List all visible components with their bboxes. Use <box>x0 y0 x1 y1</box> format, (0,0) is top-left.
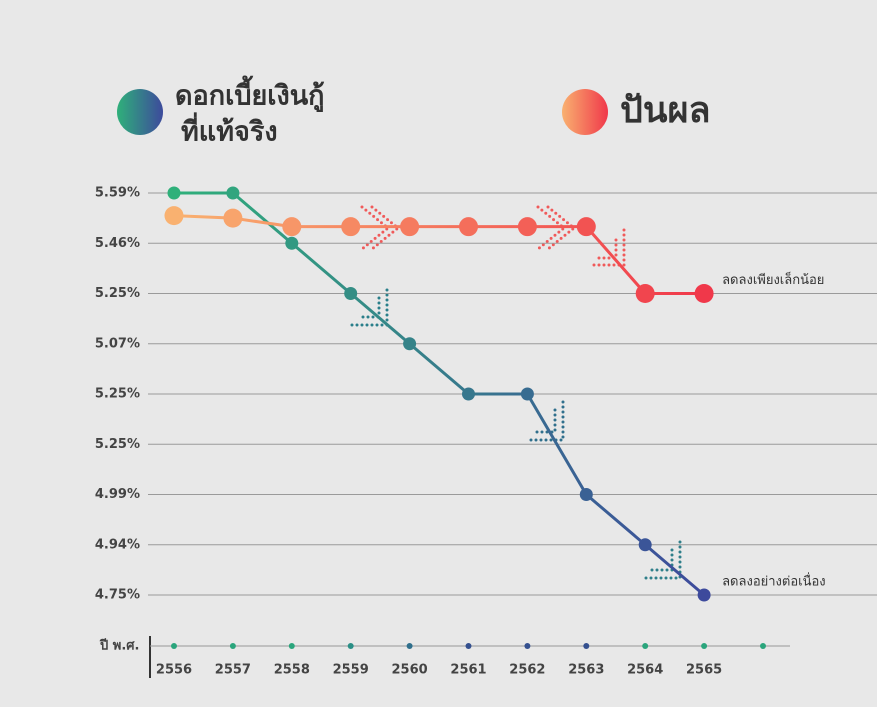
data-point <box>400 217 420 237</box>
axis-dot <box>760 643 766 649</box>
axis-dot <box>229 643 236 649</box>
axis-dot <box>288 643 295 649</box>
data-point <box>403 337 417 351</box>
y-tick-label: 4.75% <box>95 588 140 603</box>
data-point <box>223 208 243 228</box>
data-point <box>285 236 299 250</box>
axis-dot <box>171 643 177 649</box>
x-tick-label: 2560 <box>392 663 428 678</box>
data-point <box>282 217 302 237</box>
legend-label: ดอกเบี้ยเงินกู้ <box>175 75 325 113</box>
data-point <box>520 387 534 401</box>
legend-label: ปันผล <box>620 90 711 131</box>
data-point <box>164 206 184 226</box>
y-tick-label: 4.99% <box>95 487 140 502</box>
data-point <box>459 217 478 237</box>
x-tick-label: 2558 <box>274 663 310 678</box>
data-point <box>576 217 596 237</box>
x-tick-label: 2559 <box>333 663 369 678</box>
annotation: ลดลงอย่างต่อเนื่อง <box>722 573 826 590</box>
data-point <box>694 284 714 303</box>
data-point <box>344 287 358 300</box>
x-tick-label: 2563 <box>568 663 604 678</box>
x-tick-label: 2557 <box>215 663 251 678</box>
axis-dot <box>406 643 413 649</box>
x-tick-label: 2556 <box>156 663 192 678</box>
axis-dot <box>701 643 708 649</box>
x-tick-label: 2565 <box>686 663 722 678</box>
series-line <box>173 214 705 295</box>
data-point <box>697 588 711 602</box>
y-tick-label: 5.59% <box>95 186 140 201</box>
data-point <box>579 488 593 501</box>
y-tick-label: 5.25% <box>95 437 140 452</box>
x-tick-label: 2564 <box>627 663 663 678</box>
x-axis-label: ปี พ.ศ. <box>99 638 140 654</box>
axis-dot <box>642 643 649 649</box>
y-tick-label: 5.46% <box>95 236 140 251</box>
x-tick-label: 2562 <box>509 663 545 678</box>
axis-dot <box>347 643 354 649</box>
arrows <box>348 205 682 580</box>
y-tick-label: 5.25% <box>95 387 140 402</box>
data-point <box>517 217 537 237</box>
data-point <box>635 284 655 303</box>
annotation: ลดลงเพียงเล็กน้อย <box>722 270 824 288</box>
data-point <box>638 538 652 552</box>
legend-swatch <box>117 89 163 135</box>
data-point <box>226 186 240 200</box>
data-point <box>167 186 181 200</box>
axis-dot <box>583 643 590 649</box>
axis-dot <box>465 643 472 649</box>
axis-dot <box>524 643 531 649</box>
data-point <box>341 217 361 237</box>
x-tick-label: 2561 <box>450 663 486 678</box>
y-tick-label: 5.07% <box>95 336 140 351</box>
legend-label: ที่แท้จริง <box>181 112 278 148</box>
data-point <box>462 387 475 401</box>
legend-swatch <box>562 89 608 135</box>
y-tick-label: 5.25% <box>95 286 140 301</box>
y-tick-label: 4.94% <box>95 537 140 552</box>
series-line <box>174 191 706 597</box>
